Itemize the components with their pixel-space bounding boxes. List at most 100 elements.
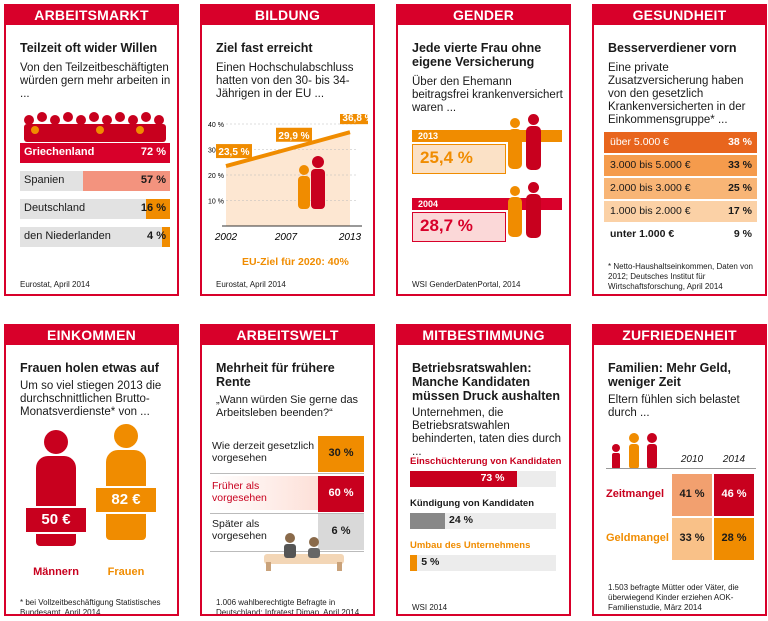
cell-value: 41 %	[679, 488, 705, 500]
card-arbeitswelt: ARBEITSWELT Mehrheit für frühere Rente „…	[200, 324, 375, 616]
figure-head	[114, 424, 138, 448]
card-subtitle: Von den Teilzeitbeschäftigten würden ger…	[20, 62, 171, 100]
card-subtitle: Eine private Zusatzversicherung haben vo…	[608, 62, 746, 126]
value-label: 28,7 %	[420, 216, 473, 235]
data-label: 23,5 %	[218, 147, 249, 158]
table-cell	[672, 518, 712, 560]
year-tab	[412, 198, 562, 210]
y-tick-label: 10 %	[208, 199, 224, 206]
data-label-box	[216, 144, 252, 159]
bar-value: 24 %	[449, 514, 473, 526]
card-category: ARBEITSMARKT	[6, 6, 177, 25]
card-category: GENDER	[398, 6, 569, 25]
card-einkommen: EINKOMMEN Frauen holen etwas auf Um so v…	[4, 324, 179, 616]
category-label: Frauen	[107, 566, 145, 578]
figure-head	[510, 118, 520, 128]
income-row	[604, 178, 757, 199]
income-group: über 5.000 €	[610, 136, 669, 148]
column-header: 2010	[680, 454, 704, 465]
card-title: Betriebsratswahlen: Manche Kandidaten mü…	[412, 361, 560, 403]
year-label: 2004	[418, 199, 439, 209]
value-box	[94, 486, 158, 514]
data-label-box	[340, 114, 368, 125]
card-title: Mehrheit für frühere Rente	[216, 361, 335, 389]
income-value: 38 %	[728, 136, 752, 148]
card-title: Frauen holen etwas auf	[20, 361, 159, 375]
card-bildung: BILDUNG Ziel fast erreicht Einen Hochsch…	[200, 4, 375, 296]
bar-category: Deutschland	[24, 202, 86, 214]
bar-category: Einschüchterung von Kandidaten	[410, 456, 562, 467]
target-note: EU-Ziel für 2020: 40%	[242, 256, 349, 268]
card-title: Teilzeit oft wider Willen	[20, 41, 158, 55]
figure-head	[312, 156, 324, 168]
card-source: * Netto-Haushaltseinkommen, Daten von 20…	[608, 262, 753, 291]
value-label: 82 €	[111, 491, 141, 508]
year-label: 2013	[418, 131, 439, 141]
row-highlight	[210, 476, 318, 510]
card-subtitle: Einen Hochschulabschluss hatten von den …	[216, 62, 354, 100]
row-value: 60 %	[328, 487, 354, 499]
row-label: Wie derzeit gesetzlich vorgesehen	[212, 440, 315, 464]
figure-head	[528, 114, 539, 125]
value-box	[412, 144, 506, 174]
figure-body	[526, 126, 541, 170]
header-line	[606, 468, 756, 469]
x-tick-label: 2002	[214, 232, 238, 243]
figure-head	[299, 165, 309, 175]
figure-head	[44, 430, 68, 454]
bar	[410, 555, 418, 571]
card-category: EINKOMMEN	[6, 326, 177, 345]
row-value: 30 %	[328, 447, 354, 459]
row-label: Geldmangel	[606, 532, 669, 544]
card-subtitle: Eltern fühlen sich belastet durch ...	[608, 394, 740, 419]
value-box	[318, 436, 364, 472]
cell-value: 33 %	[679, 532, 705, 544]
data-label-box	[276, 127, 312, 142]
bar	[410, 513, 446, 529]
card-title: Ziel fast erreicht	[216, 41, 313, 55]
card-source: Eurostat, April 2014	[216, 280, 286, 289]
card-gender: GENDER Jede vierte Frau ohne eigene Vers…	[396, 4, 571, 296]
card-mitbestimmung: MITBESTIMMUNG Betriebsratswahlen: Manche…	[396, 324, 571, 616]
table-cell	[714, 474, 754, 516]
bar-value: 5 %	[421, 556, 440, 568]
y-tick-label: 30 %	[208, 148, 224, 155]
year-tab	[412, 130, 562, 142]
value-label: 50 €	[41, 511, 71, 528]
card-category: ARBEITSWELT	[202, 326, 373, 345]
row-label: Früher als vorgesehen	[212, 480, 267, 504]
card-source: WSI GenderDatenPortal, 2014	[412, 280, 521, 289]
series-line	[225, 130, 351, 169]
bar-category: Umbau des Unternehmens	[410, 540, 531, 551]
x-tick-label: 2007	[274, 232, 298, 243]
bench-figures-icon	[264, 533, 344, 571]
crowd-figures-icon	[24, 112, 166, 142]
family-figures-icon	[612, 433, 657, 469]
income-row	[604, 132, 757, 153]
bar	[82, 171, 170, 191]
card-source: WSI 2014	[412, 603, 448, 612]
income-row	[604, 201, 757, 222]
bar-category: den Niederlanden	[24, 230, 111, 242]
card-gesundheit: GESUNDHEIT Besserverdiener vorn Eine pri…	[592, 4, 767, 296]
card-category: BILDUNG	[202, 6, 373, 25]
bar-category: Kündigung von Kandidaten	[410, 498, 535, 509]
line-chart: 40 % 30 % 20 % 10 % 2002 2007 2013 23,5 % 29,9 %…	[208, 114, 368, 243]
table-cell	[672, 474, 712, 516]
card-category: ZUFRIEDENHEIT	[594, 326, 765, 345]
card-subtitle: Über den Ehemann beitragsfrei krankenver…	[412, 76, 563, 114]
cell-value: 28 %	[721, 532, 747, 544]
figure-head	[528, 182, 539, 193]
column-header: 2014	[722, 454, 746, 465]
value-box	[318, 514, 364, 550]
income-group: 3.000 bis 5.000 €	[610, 159, 691, 171]
y-tick-label: 40 %	[208, 122, 224, 129]
bar-value: 57 %	[140, 174, 166, 186]
row-divider	[210, 473, 364, 474]
cell-value: 46 %	[721, 488, 747, 500]
bar-value: 73 %	[480, 472, 505, 484]
figure-head	[510, 186, 520, 196]
income-row	[604, 224, 757, 245]
bar-category: Griechenland	[24, 146, 95, 158]
card-source: 1.503 befragte Mütter oder Väter, die üb…	[608, 583, 739, 612]
